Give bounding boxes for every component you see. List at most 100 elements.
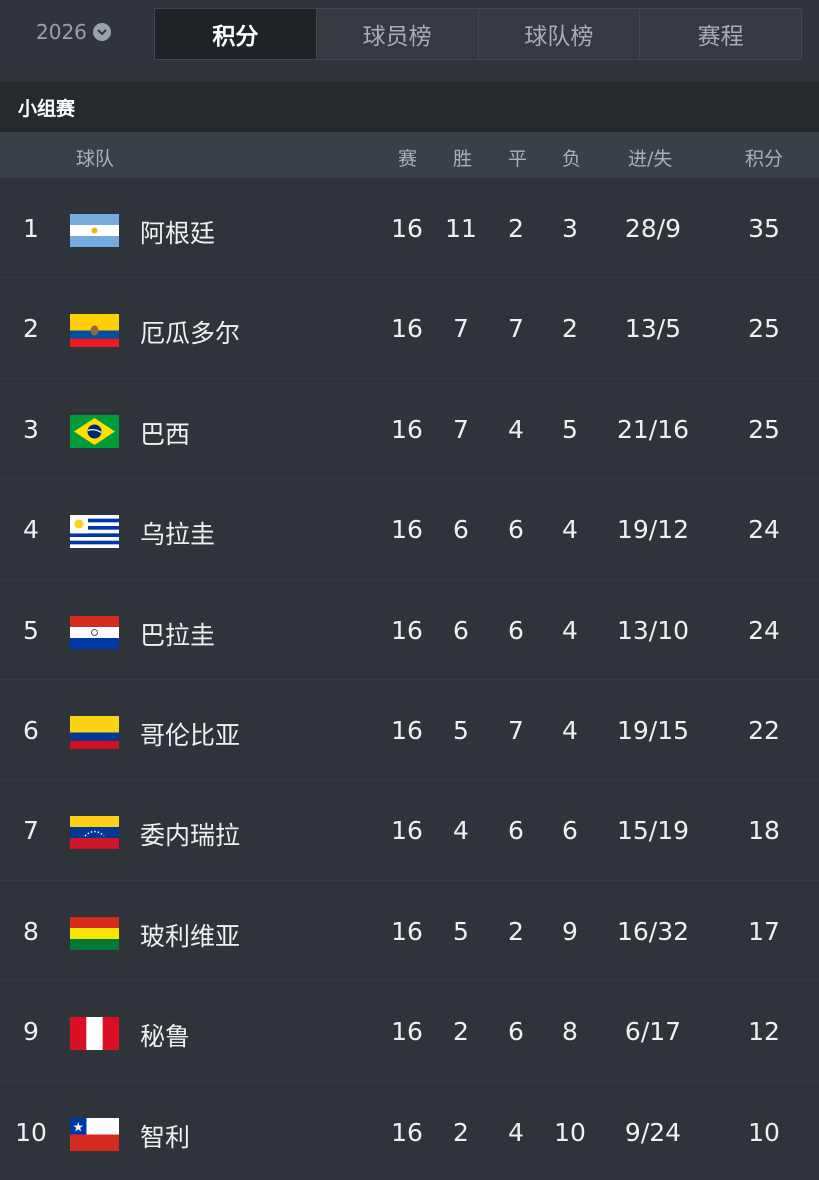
rank: 1 [23, 214, 39, 243]
rank: 5 [23, 615, 39, 645]
venezuela-flag-icon [70, 816, 119, 850]
won: 6 [453, 515, 469, 545]
section-title: 小组赛 [0, 82, 819, 132]
column-header-lost: 负 [562, 148, 582, 170]
lost: 2 [562, 314, 578, 344]
tab-schedule[interactable]: 赛程 [639, 9, 801, 59]
tab-player-rankings[interactable]: 球员榜 [315, 9, 478, 59]
points: 22 [748, 715, 780, 745]
goals: 13/10 [616, 615, 690, 645]
team-name: 玻利维亚 [140, 921, 241, 951]
season-selector[interactable]: 2026 [36, 18, 111, 46]
points: 24 [748, 615, 780, 645]
table-row[interactable]: 9 秘鲁 16 2 6 8 6/17 12 [0, 981, 819, 1082]
table-row[interactable]: 10 智利 16 2 4 10 9/24 10 [0, 1082, 819, 1180]
drawn: 6 [508, 515, 524, 545]
team-name: 乌拉圭 [140, 520, 216, 550]
column-header-won: 胜 [453, 148, 473, 170]
lost: 4 [562, 515, 578, 545]
drawn: 4 [508, 414, 524, 444]
table-row[interactable]: 1 阿根廷 16 11 2 3 28/9 35 [0, 178, 819, 279]
rank: 6 [23, 715, 39, 745]
played: 16 [391, 515, 423, 545]
drawn: 7 [508, 314, 524, 344]
chile-flag-icon [70, 1117, 119, 1151]
team-name: 巴拉圭 [140, 620, 216, 650]
tab-bar: 积分 球员榜 球队榜 赛程 [154, 8, 802, 60]
rank: 3 [23, 414, 39, 444]
drawn: 4 [508, 1117, 524, 1147]
won: 11 [445, 214, 477, 243]
table-row[interactable]: 8 玻利维亚 16 5 2 9 16/32 17 [0, 881, 819, 982]
chevron-down-icon [92, 23, 111, 41]
team-name: 委内瑞拉 [140, 821, 241, 851]
played: 16 [391, 816, 423, 846]
played: 16 [391, 314, 423, 344]
points: 10 [748, 1117, 780, 1147]
rank: 2 [23, 314, 39, 344]
column-header-played: 赛 [398, 148, 418, 170]
won: 6 [453, 615, 469, 645]
table-row[interactable]: 5 巴拉圭 16 6 6 4 13/10 24 [0, 580, 819, 680]
team-name: 阿根廷 [140, 219, 216, 248]
table-row[interactable]: 3 巴西 16 7 4 5 21/16 25 [0, 379, 819, 480]
lost: 6 [562, 816, 578, 846]
team-name: 秘鲁 [140, 1022, 191, 1052]
drawn: 6 [508, 615, 524, 645]
goals: 28/9 [624, 214, 682, 243]
lost: 8 [562, 1017, 578, 1047]
played: 16 [391, 1117, 423, 1147]
drawn: 2 [508, 214, 524, 243]
paraguay-flag-icon [70, 615, 119, 649]
table-row[interactable]: 4 乌拉圭 16 6 6 4 19/12 24 [0, 479, 819, 580]
won: 5 [453, 715, 469, 745]
played: 16 [391, 715, 423, 745]
drawn: 7 [508, 715, 524, 745]
played: 16 [391, 916, 423, 946]
standings-table: 1 阿根廷 16 11 2 3 28/9 35 2 厄瓜多尔 16 7 7 2 … [0, 178, 819, 1180]
column-header-drawn: 平 [508, 148, 528, 170]
played: 16 [391, 615, 423, 645]
points: 25 [748, 314, 780, 344]
ecuador-flag-icon [70, 314, 119, 348]
lost: 4 [562, 715, 578, 745]
goals: 21/16 [616, 414, 690, 444]
colombia-flag-icon [70, 715, 119, 749]
tab-standings[interactable]: 积分 [155, 9, 316, 59]
column-header-points: 积分 [745, 148, 784, 170]
drawn: 6 [508, 1017, 524, 1047]
goals: 19/12 [616, 515, 690, 545]
table-header: 球队 赛 胜 平 负 进/失 积分 [0, 132, 819, 178]
lost: 9 [562, 916, 578, 946]
column-header-team: 球队 [76, 148, 115, 170]
won: 4 [453, 816, 469, 846]
goals: 15/19 [616, 816, 690, 846]
points: 12 [748, 1017, 780, 1047]
team-name: 哥伦比亚 [140, 720, 241, 750]
table-row[interactable]: 6 哥伦比亚 16 5 7 4 19/15 22 [0, 680, 819, 781]
team-name: 智利 [140, 1122, 191, 1152]
rank: 7 [23, 816, 39, 846]
column-header-goals: 进/失 [628, 148, 673, 170]
lost: 3 [562, 214, 578, 243]
won: 2 [453, 1017, 469, 1047]
won: 7 [453, 414, 469, 444]
goals: 13/5 [624, 314, 682, 344]
team-name: 巴西 [140, 419, 191, 449]
brazil-flag-icon [70, 414, 119, 448]
drawn: 2 [508, 916, 524, 946]
season-label: 2026 [36, 20, 87, 44]
team-name: 厄瓜多尔 [140, 319, 241, 349]
played: 16 [391, 414, 423, 444]
rank: 9 [23, 1017, 39, 1047]
table-row[interactable]: 7 委内瑞拉 16 4 6 6 15/19 18 [0, 780, 819, 881]
goals: 9/24 [624, 1117, 682, 1147]
won: 7 [453, 314, 469, 344]
lost: 5 [562, 414, 578, 444]
goals: 19/15 [616, 715, 690, 745]
table-row[interactable]: 2 厄瓜多尔 16 7 7 2 13/5 25 [0, 278, 819, 379]
tab-team-rankings[interactable]: 球队榜 [477, 9, 640, 59]
goals: 16/32 [616, 916, 690, 946]
played: 16 [391, 214, 423, 243]
argentina-flag-icon [70, 214, 119, 247]
